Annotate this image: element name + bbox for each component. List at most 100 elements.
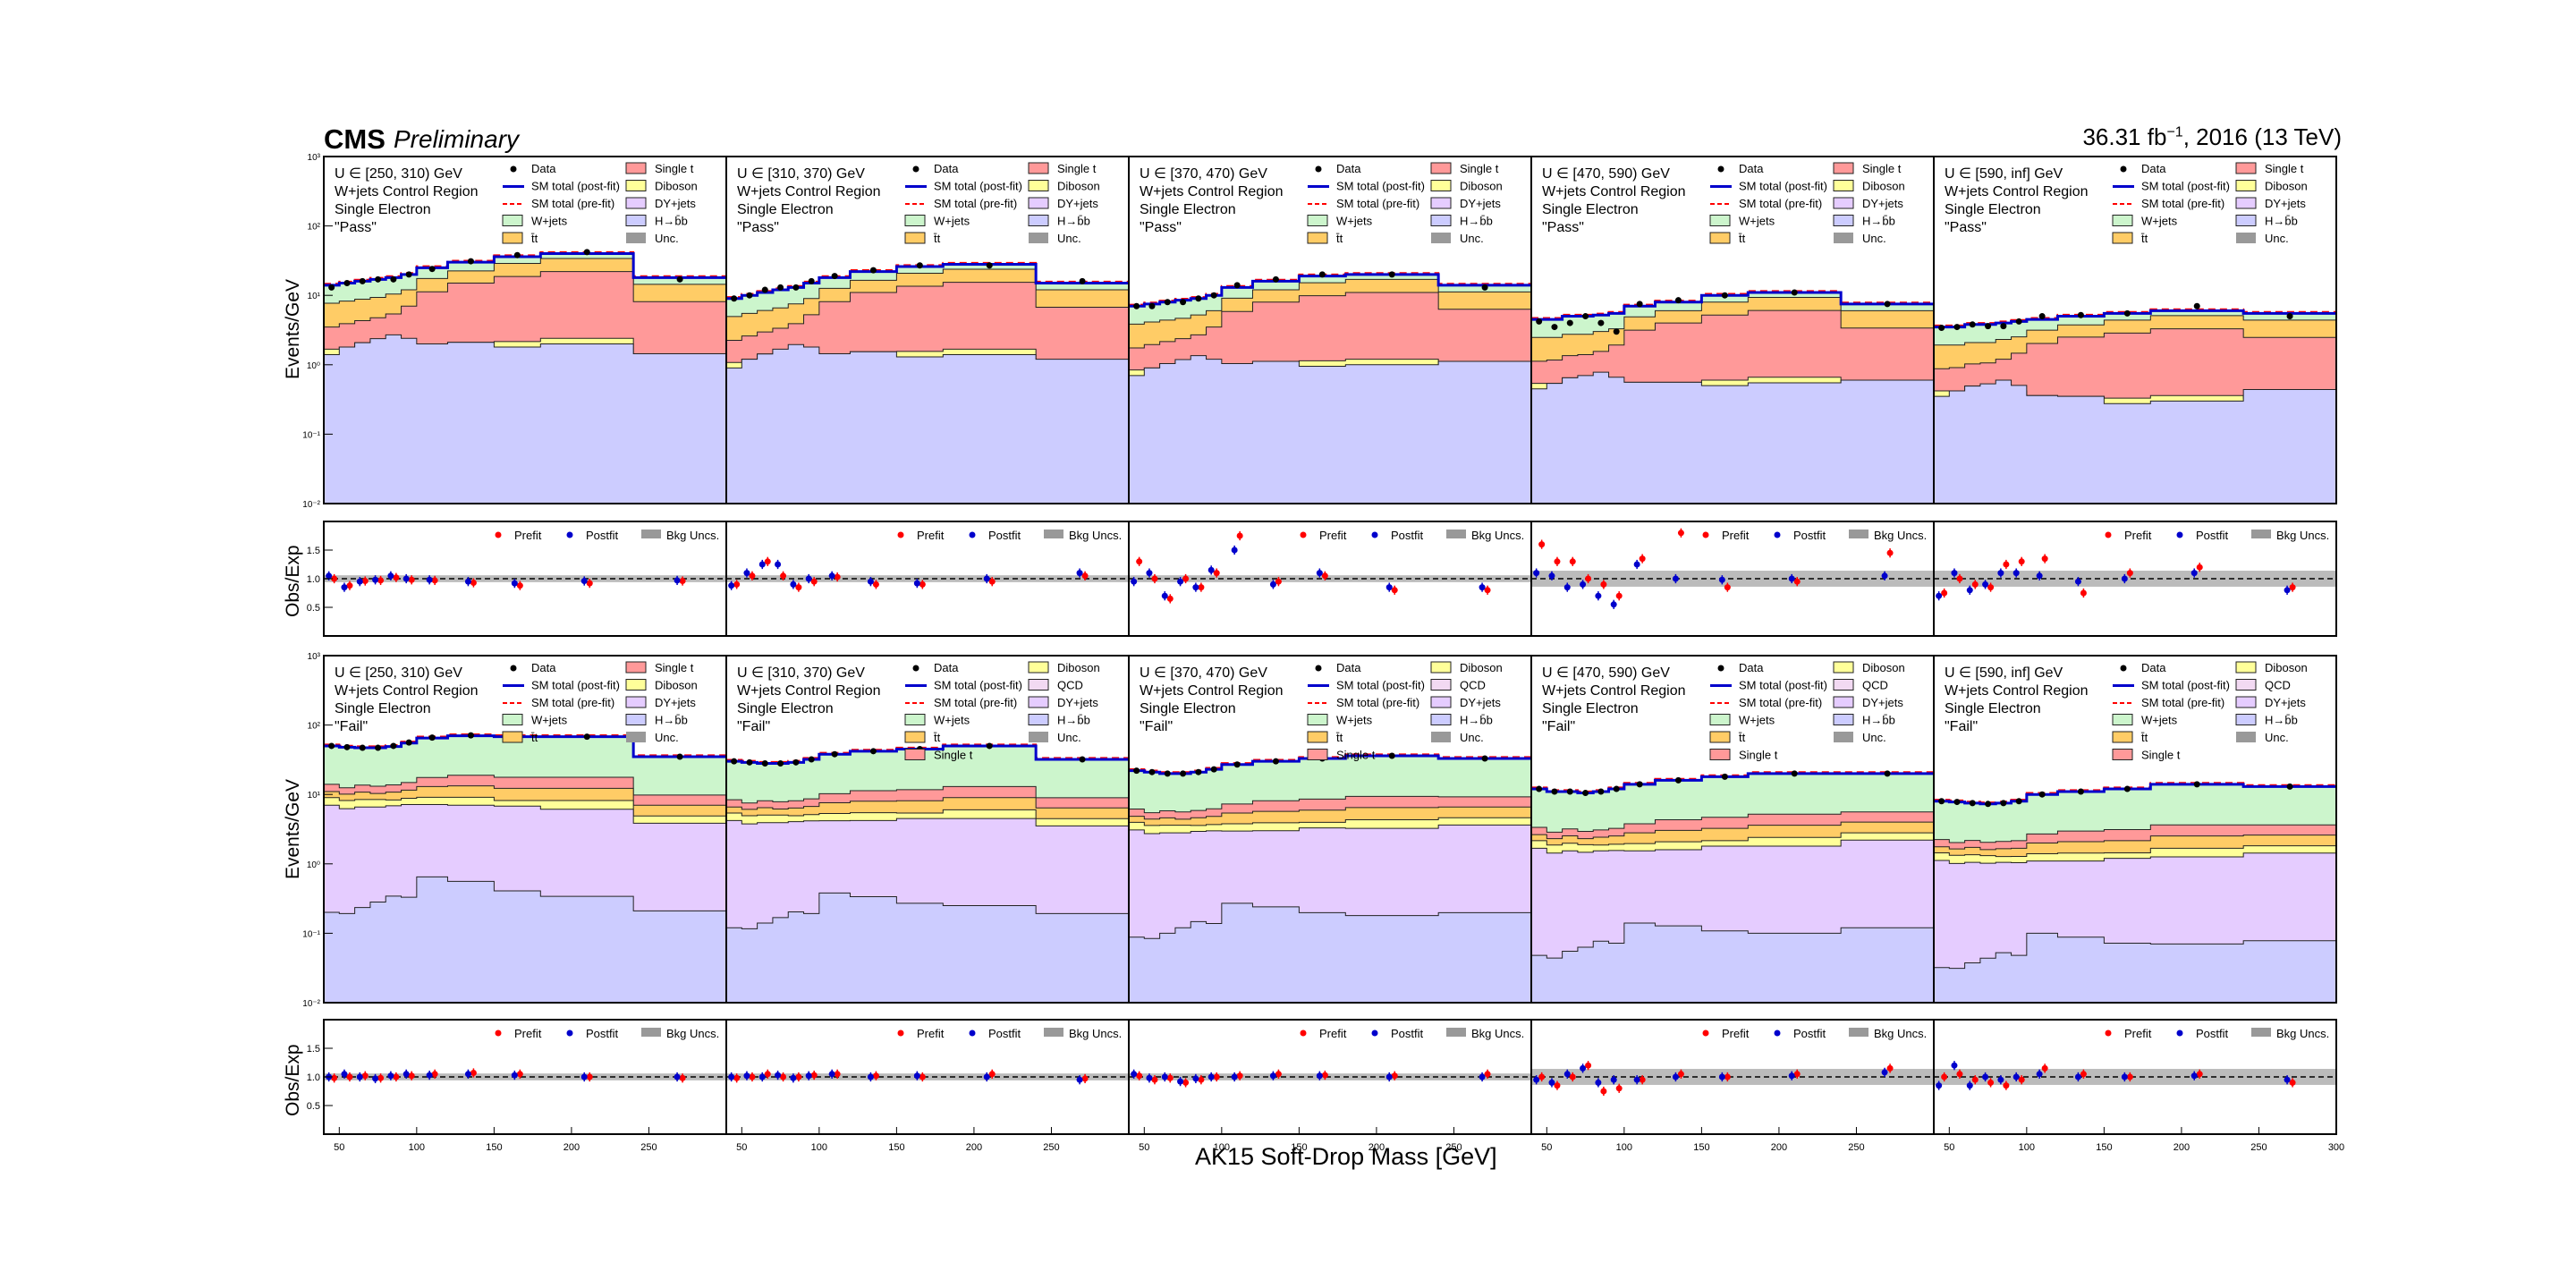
legend-ttbar: t̄t	[1739, 731, 1746, 744]
x-tick-label: 50	[736, 1142, 747, 1153]
legend-unc: Unc.	[1460, 731, 1484, 744]
fail-data-point	[343, 743, 351, 750]
pass-panel-2	[1128, 156, 1532, 504]
ratio-legend-postfit-marker	[2176, 531, 2183, 538]
ratio-pass-postfit-point	[790, 580, 797, 588]
fail-frame-4	[1933, 655, 2337, 1004]
ratio-fail-prefit-point	[470, 1070, 477, 1077]
ratio-pass-prefit-point	[1971, 580, 1979, 588]
ratio-fail-postfit-point	[1788, 1072, 1795, 1080]
y-tick-label: 10⁻²	[302, 500, 320, 510]
ratio-fail-postfit-point	[372, 1075, 379, 1082]
legend-single_t: Single t	[1336, 749, 1376, 762]
legend-sm-post: SM total (post-fit)	[531, 180, 620, 193]
ratio-pass-postfit-point	[1563, 584, 1571, 591]
pass-data-point	[1674, 297, 1682, 304]
legend-sm-pre: SM total (pre-fit)	[531, 197, 614, 210]
y-tick-label: 10²	[308, 223, 321, 233]
region-label-met-bin: U ∈ [370, 470) GeV	[1140, 166, 1267, 182]
legend-wjets: W+jets	[2141, 215, 2178, 228]
ratio-fail-prefit-point	[1213, 1073, 1220, 1080]
ratio-legend-postfit-marker	[969, 1030, 976, 1037]
x-tick-label: 250	[1043, 1142, 1059, 1153]
ratio-fail-prefit-point	[1585, 1062, 1592, 1069]
ratio-fail-prefit-point	[2003, 1082, 2010, 1089]
legend-sm-post: SM total (post-fit)	[531, 679, 620, 692]
pass-data-point	[676, 275, 683, 283]
ratio-fail-prefit-point	[361, 1072, 369, 1080]
legend-swatch-dyjets	[625, 197, 647, 209]
fail-data-point	[1079, 756, 1086, 763]
ratio-fail-postfit-point	[1966, 1082, 1973, 1089]
ratio-pass-prefit-point	[749, 572, 756, 580]
fail-data-point	[1481, 755, 1488, 762]
region-label-control-region: W+jets Control Region	[737, 184, 881, 199]
fail-stack-hbb-1	[725, 892, 1130, 1004]
ratio-fail-prefit-point	[1724, 1073, 1731, 1080]
region-label-control-region: W+jets Control Region	[1140, 184, 1284, 199]
ratio-legend-bkg-unc: Bkg Uncs.	[666, 1027, 719, 1040]
legend-data: Data	[2141, 162, 2166, 175]
ratio-legend-bkg-unc: Bkg Uncs.	[2276, 529, 2329, 542]
fail-data-point	[1613, 785, 1620, 792]
pass-data-point	[375, 275, 382, 283]
ratio-fail-postfit-point	[1936, 1082, 1943, 1089]
legend-swatch-wjets	[502, 714, 523, 725]
fail-data-point	[986, 742, 993, 750]
ratio-fail-postfit-point	[1131, 1071, 1138, 1078]
ratio-pass-postfit-point	[674, 577, 681, 584]
region-label-channel: Single Electron	[1542, 701, 1639, 716]
pass-stack-hbb-1	[725, 343, 1130, 504]
ratio-fail-postfit-point	[2074, 1073, 2081, 1080]
legend-dyjets: DY+jets	[1862, 197, 1903, 210]
ratio-pass-prefit-point	[1677, 530, 1684, 537]
ratio-pass-postfit-point	[1146, 570, 1153, 577]
region-label-category: "Pass"	[1945, 220, 1987, 235]
ratio-fail-prefit-point	[331, 1074, 338, 1081]
legend-swatch-dyjets	[1028, 197, 1049, 209]
ratio-pass-postfit-point	[1131, 578, 1138, 585]
x-tick-label: 250	[640, 1142, 657, 1153]
ratio-pass-postfit-point	[1881, 572, 1888, 580]
ratio-legend-unc-swatch	[641, 1028, 661, 1037]
legend-swatch-single_t	[1833, 162, 1854, 174]
fail-data-point	[1674, 776, 1682, 784]
legend-unc: Unc.	[1862, 232, 1886, 245]
legend-unc: Unc.	[655, 232, 679, 245]
y-tick-label: 10⁻¹	[302, 430, 320, 440]
ratio-legend-postfit-marker	[1371, 1030, 1378, 1037]
preliminary-label: Preliminary	[394, 125, 520, 153]
legend-hbb: H→b̄b	[1057, 215, 1090, 228]
pass-data-point	[1884, 301, 1891, 308]
ratio-pass-postfit-point	[511, 580, 518, 587]
ratio-pass-prefit-point	[1615, 592, 1623, 599]
region-label-channel: Single Electron	[737, 701, 834, 716]
y-tick-label: 10¹	[308, 791, 321, 801]
ratio-pass-postfit-point	[2190, 570, 2198, 577]
pass-sm-postfit-line-3	[1531, 291, 1934, 321]
ratio-fail-panel-4	[1933, 1019, 2337, 1135]
ratio-pass-prefit-point	[872, 580, 879, 588]
y-tick-label: 10⁰	[307, 361, 320, 371]
ratio-tick-label: 0.5	[307, 603, 320, 614]
legend-data-marker	[510, 665, 517, 672]
ratio-fail-postfit-point	[805, 1072, 812, 1080]
pass-data-point	[1566, 319, 1573, 326]
pass-data-point	[1318, 271, 1326, 278]
fail-data-point	[2286, 783, 2293, 790]
ratio-pass-prefit-point	[2080, 589, 2087, 597]
legend-sm-post: SM total (post-fit)	[1336, 180, 1425, 193]
ratio-pass-postfit-point	[828, 572, 835, 580]
ratio-pass-prefit-point	[1321, 572, 1328, 580]
legend-swatch-single_t	[2235, 162, 2257, 174]
legend-sm-pre: SM total (pre-fit)	[1739, 197, 1822, 210]
fail-data-point	[1636, 781, 1643, 788]
pass-stack-hbb-3	[1530, 371, 1935, 504]
x-tick-label: 100	[2019, 1142, 2035, 1153]
fail-panel-0	[323, 655, 727, 1004]
pass-data-point	[1233, 282, 1241, 289]
pass-data-point	[1210, 292, 1217, 299]
ratio-legend-prefit-marker	[897, 531, 904, 538]
ratio-legend-unc-swatch	[641, 530, 661, 538]
fail-data-point	[2193, 781, 2200, 788]
